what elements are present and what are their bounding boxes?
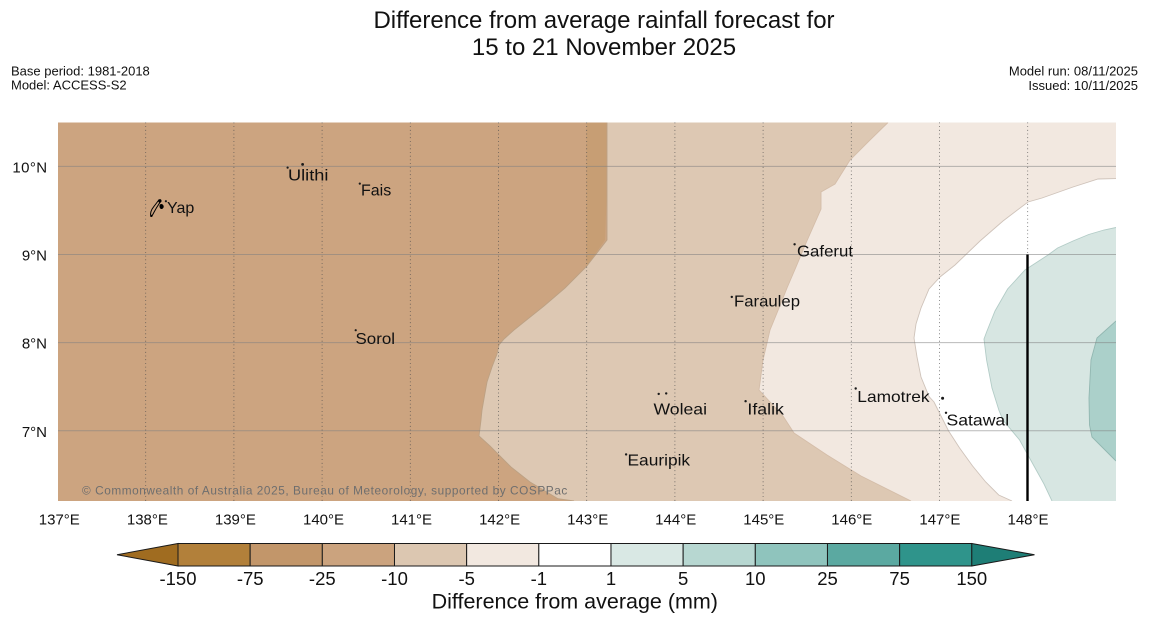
svg-text:150: 150 — [956, 568, 987, 589]
svg-text:5: 5 — [678, 568, 688, 589]
svg-text:141°E: 141°E — [391, 511, 432, 528]
svg-text:10: 10 — [745, 568, 766, 589]
svg-text:Sorol: Sorol — [356, 331, 396, 348]
svg-text:Model run: 08/11/2025: Model run: 08/11/2025 — [1009, 63, 1138, 78]
svg-text:Lamotrek: Lamotrek — [857, 389, 930, 406]
svg-text:Ifalik: Ifalik — [747, 402, 785, 419]
svg-text:-10: -10 — [381, 568, 408, 589]
svg-text:Woleai: Woleai — [654, 402, 708, 419]
svg-text:Issued: 10/11/2025: Issued: 10/11/2025 — [1028, 78, 1138, 93]
svg-text:Gaferut: Gaferut — [797, 244, 854, 261]
svg-text:144°E: 144°E — [655, 511, 696, 528]
svg-text:148°E: 148°E — [1007, 511, 1048, 528]
svg-text:75: 75 — [889, 568, 910, 589]
svg-text:© Commonwealth of Australia 20: © Commonwealth of Australia 2025, Bureau… — [82, 484, 568, 498]
svg-text:147°E: 147°E — [919, 511, 960, 528]
svg-text:-25: -25 — [309, 568, 336, 589]
svg-text:145°E: 145°E — [743, 511, 784, 528]
svg-text:143°E: 143°E — [567, 511, 608, 528]
svg-text:10°N: 10°N — [12, 159, 47, 176]
svg-text:142°E: 142°E — [479, 511, 520, 528]
svg-text:139°E: 139°E — [215, 511, 256, 528]
svg-text:-5: -5 — [458, 568, 474, 589]
svg-text:-75: -75 — [237, 568, 264, 589]
svg-text:25: 25 — [817, 568, 838, 589]
svg-text:Base period: 1981-2018: Base period: 1981-2018 — [11, 63, 150, 78]
svg-text:Difference from average (mm): Difference from average (mm) — [432, 590, 718, 614]
svg-text:1: 1 — [606, 568, 616, 589]
svg-text:9°N: 9°N — [22, 248, 47, 265]
svg-text:Yap: Yap — [167, 200, 194, 217]
svg-text:137°E: 137°E — [39, 511, 80, 528]
svg-text:Ulithi: Ulithi — [288, 168, 328, 185]
svg-text:Eauripik: Eauripik — [628, 453, 692, 470]
svg-text:Faraulep: Faraulep — [734, 294, 800, 311]
svg-text:Difference from average rainfa: Difference from average rainfall forecas… — [373, 7, 834, 34]
svg-text:138°E: 138°E — [127, 511, 168, 528]
svg-text:Model: ACCESS-S2: Model: ACCESS-S2 — [11, 77, 127, 92]
svg-text:140°E: 140°E — [303, 511, 344, 528]
svg-text:-150: -150 — [159, 568, 196, 589]
svg-text:15 to 21 November 2025: 15 to 21 November 2025 — [472, 34, 736, 61]
svg-text:-1: -1 — [531, 568, 547, 589]
svg-text:7°N: 7°N — [22, 424, 47, 441]
svg-text:146°E: 146°E — [831, 511, 872, 528]
svg-text:Fais: Fais — [361, 183, 391, 200]
svg-text:8°N: 8°N — [22, 336, 47, 353]
svg-text:Satawal: Satawal — [947, 413, 1010, 430]
